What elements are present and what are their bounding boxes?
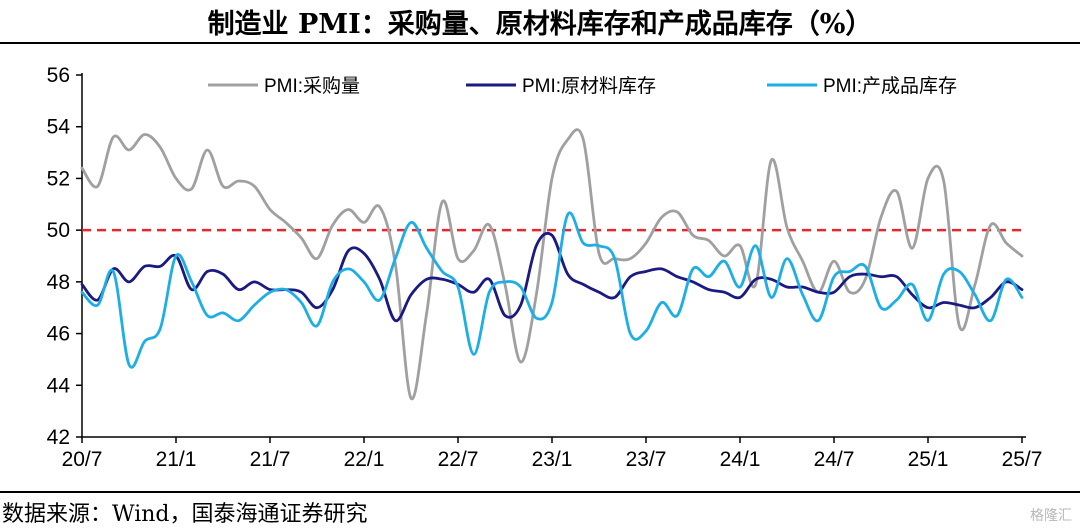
legend-finished-goods-inventory-label: PMI:产成品库存 [823, 75, 957, 97]
chart-title: 制造业 PMI：采购量、原材料库存和产成品库存（%） [207, 9, 873, 40]
y-tick-label: 54 [47, 116, 71, 139]
y-tick-label: 46 [47, 323, 70, 346]
title-rule [0, 42, 1080, 44]
y-tick-label: 56 [47, 64, 70, 87]
x-tick-label: 21/1 [156, 448, 197, 471]
y-tick-label: 44 [47, 374, 71, 397]
pmi-line-chart: 42 44 46 48 50 52 54 56 20/7 21/1 21/7 22/1 22/7 23/1… [47, 64, 1043, 471]
x-tick-label: 23/7 [626, 448, 667, 471]
x-tick-label: 22/7 [438, 448, 479, 471]
source-note: 数据来源：Wind，国泰海通证券研究 [2, 502, 368, 527]
y-tick-label: 50 [47, 219, 70, 242]
watermark-text: 格隆汇 [1030, 508, 1072, 524]
legend-purchase-label: PMI:采购量 [264, 75, 360, 97]
legend-raw-material-inventory-label: PMI:原材料库存 [522, 75, 656, 97]
series-line-purchase [80, 128, 1024, 401]
x-tick-label: 22/1 [344, 448, 385, 471]
x-tick-label: 24/7 [814, 448, 855, 471]
x-tick-label: 21/7 [250, 448, 291, 471]
source-rule [0, 491, 1080, 493]
watermark-logo: 格隆汇 [1030, 505, 1072, 525]
x-tick-label: 25/7 [1002, 448, 1043, 471]
x-tick-label: 25/1 [908, 448, 949, 471]
y-tick-label: 48 [47, 271, 70, 294]
series-line-finished-goods-inventory [80, 211, 1024, 369]
series-line-raw-material-inventory [80, 231, 1024, 323]
y-tick-label: 42 [47, 426, 70, 449]
y-tick-label: 52 [47, 167, 70, 190]
x-tick-label: 23/1 [532, 448, 573, 471]
x-tick-label: 24/1 [720, 448, 761, 471]
x-tick-label: 20/7 [62, 448, 103, 471]
